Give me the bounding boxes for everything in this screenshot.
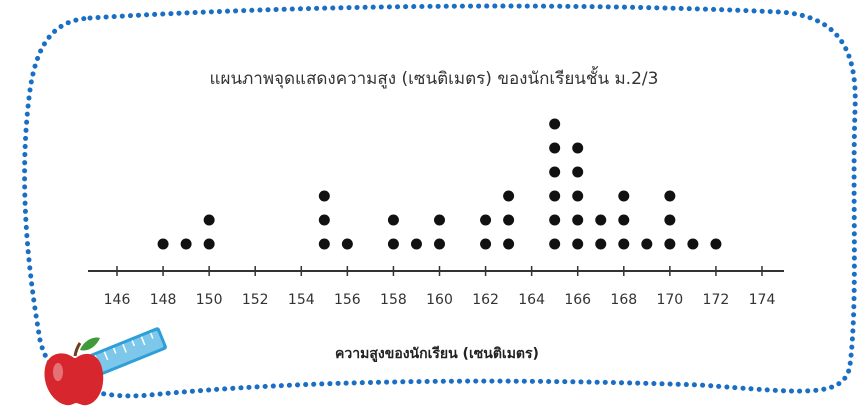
data-dot-165-6 bbox=[549, 118, 561, 130]
dotted-frame bbox=[22, 3, 858, 399]
x-axis-label: ความสูงของนักเรียน (เซนติเมตร) bbox=[335, 346, 539, 362]
data-dot-155-1 bbox=[318, 238, 330, 250]
data-dot-156-1 bbox=[341, 238, 353, 250]
data-dot-163-3 bbox=[503, 190, 515, 202]
data-dot-166-2 bbox=[572, 214, 584, 226]
x-tick-label-164: 164 bbox=[518, 292, 545, 308]
data-dot-162-2 bbox=[480, 214, 492, 226]
data-dot-168-1 bbox=[618, 238, 630, 250]
data-dot-171-1 bbox=[687, 238, 699, 250]
data-dot-148-1 bbox=[157, 238, 169, 250]
x-tick-label-162: 162 bbox=[472, 292, 499, 308]
x-tick-label-174: 174 bbox=[749, 292, 776, 308]
x-tick-label-170: 170 bbox=[656, 292, 683, 308]
data-dot-166-1 bbox=[572, 238, 584, 250]
data-dot-158-2 bbox=[387, 214, 399, 226]
data-dot-166-3 bbox=[572, 190, 584, 202]
data-dots bbox=[157, 118, 722, 250]
data-dot-166-5 bbox=[572, 142, 584, 154]
data-dot-162-1 bbox=[480, 238, 492, 250]
data-dot-165-2 bbox=[549, 214, 561, 226]
data-dot-160-1 bbox=[434, 238, 445, 250]
data-dot-155-3 bbox=[318, 190, 330, 202]
data-dot-167-1 bbox=[595, 238, 607, 250]
x-tick-label-146: 146 bbox=[104, 292, 131, 308]
data-dot-158-1 bbox=[387, 238, 399, 250]
data-dot-163-1 bbox=[503, 238, 515, 250]
x-tick-label-148: 148 bbox=[150, 292, 177, 308]
data-dot-163-2 bbox=[503, 214, 515, 226]
data-dot-165-3 bbox=[549, 190, 561, 202]
data-dot-169-1 bbox=[641, 238, 653, 250]
data-dot-155-2 bbox=[318, 214, 330, 226]
x-tick-label-152: 152 bbox=[242, 292, 269, 308]
data-dot-149-1 bbox=[180, 238, 192, 250]
data-dot-150-1 bbox=[203, 238, 215, 250]
x-axis-tick-labels: 146 148 150 152 154 156 158 160 162 164 166 168 170 1… bbox=[104, 292, 776, 308]
x-axis-ticks bbox=[116, 266, 763, 276]
data-dot-168-2 bbox=[618, 214, 630, 226]
data-dot-165-1 bbox=[549, 238, 561, 250]
data-dot-167-2 bbox=[595, 214, 607, 226]
x-tick-label-156: 156 bbox=[334, 292, 361, 308]
x-tick-label-168: 168 bbox=[610, 292, 637, 308]
data-dot-160-2 bbox=[434, 214, 445, 226]
data-dot-165-4 bbox=[549, 166, 561, 178]
data-dot-170-2 bbox=[664, 214, 676, 226]
chart-title: แผนภาพจุดแสดงความสูง (เซนติเมตร) ของนักเ… bbox=[210, 66, 659, 89]
x-tick-label-166: 166 bbox=[564, 292, 591, 308]
data-dot-170-3 bbox=[664, 190, 676, 202]
apple-icon bbox=[44, 337, 104, 406]
data-dot-165-5 bbox=[549, 142, 561, 154]
data-dot-170-1 bbox=[664, 238, 676, 250]
x-tick-label-154: 154 bbox=[288, 292, 315, 308]
x-tick-label-160: 160 bbox=[426, 292, 453, 308]
data-dot-159-1 bbox=[410, 238, 422, 250]
data-dot-172-1 bbox=[710, 238, 722, 250]
x-tick-label-150: 150 bbox=[196, 292, 223, 308]
x-tick-label-158: 158 bbox=[380, 292, 407, 308]
data-dot-166-4 bbox=[572, 166, 584, 178]
x-tick-label-172: 172 bbox=[703, 292, 730, 308]
data-dot-168-3 bbox=[618, 190, 630, 202]
data-dot-150-2 bbox=[203, 214, 215, 226]
